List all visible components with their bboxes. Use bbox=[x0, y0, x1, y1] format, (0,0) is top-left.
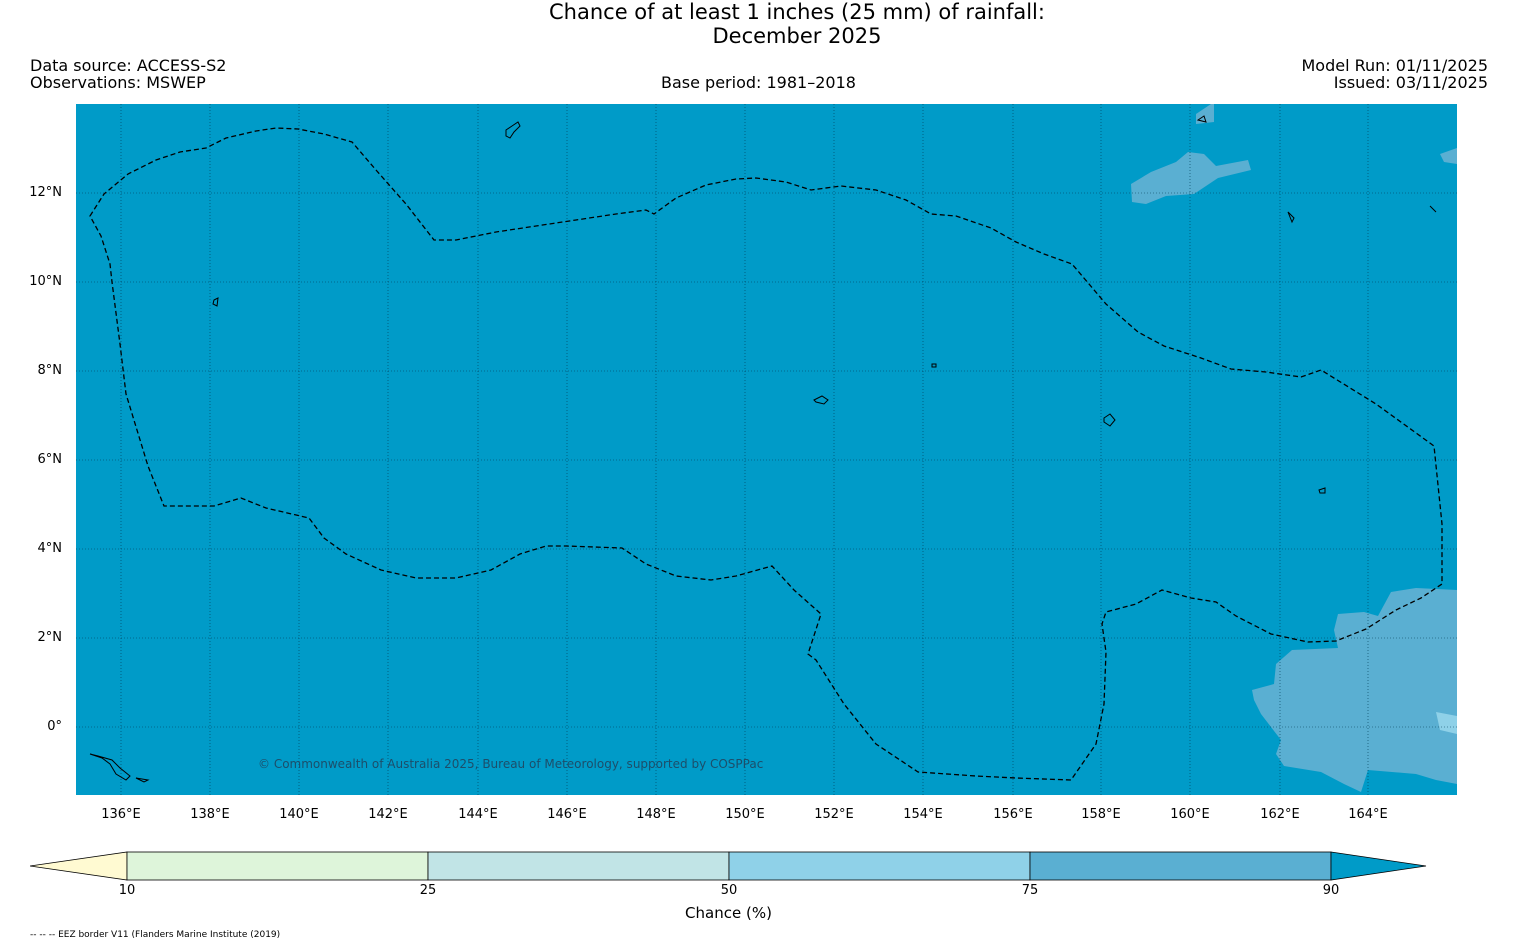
rainfall-map: © Commonwealth of Australia 2025, Bureau… bbox=[76, 104, 1457, 795]
x-tick-label: 146°E bbox=[547, 807, 587, 822]
issued-label: Issued: 03/11/2025 bbox=[1333, 73, 1488, 92]
x-tick-label: 140°E bbox=[279, 807, 319, 822]
x-tick-label: 158°E bbox=[1081, 807, 1121, 822]
x-tick-label: 162°E bbox=[1260, 807, 1300, 822]
base-period-label: Base period: 1981–2018 bbox=[661, 73, 856, 92]
colorbar-high-arrow bbox=[1330, 851, 1427, 881]
y-tick-label: 2°N bbox=[37, 630, 63, 645]
x-tick-label: 154°E bbox=[903, 807, 943, 822]
colorbar-tick-label: 75 bbox=[1021, 883, 1039, 898]
x-tick-label: 164°E bbox=[1348, 807, 1388, 822]
model-run-label: Model Run: 01/11/2025 bbox=[1301, 56, 1489, 75]
island-outline bbox=[1429, 205, 1437, 213]
colorbar bbox=[30, 851, 1427, 881]
colorbar-tick-label: 50 bbox=[720, 883, 738, 898]
island-outline bbox=[1318, 487, 1326, 494]
y-tick-label: 6°N bbox=[37, 452, 63, 467]
x-tick-label: 148°E bbox=[636, 807, 676, 822]
y-tick-label: 0° bbox=[47, 719, 62, 734]
colorbar-label: Chance (%) bbox=[685, 904, 772, 922]
lower-chance-region bbox=[1252, 588, 1457, 792]
island-outline bbox=[1196, 115, 1207, 123]
island-outline bbox=[505, 121, 521, 139]
y-tick-label: 4°N bbox=[37, 541, 63, 556]
x-tick-label: 152°E bbox=[814, 807, 854, 822]
lower-chance-region bbox=[1196, 104, 1214, 124]
island-outline bbox=[89, 753, 131, 781]
colorbar-segment bbox=[427, 851, 730, 881]
colorbar-tick-label: 25 bbox=[419, 883, 437, 898]
x-tick-label: 138°E bbox=[190, 807, 230, 822]
y-tick-label: 10°N bbox=[29, 274, 62, 289]
island-outline bbox=[212, 297, 219, 307]
y-tick-label: 8°N bbox=[37, 363, 63, 378]
lower-chance-region bbox=[1440, 148, 1457, 164]
map-gridlines bbox=[76, 104, 1457, 795]
lower-chance-region bbox=[1131, 152, 1251, 204]
colorbar-low-arrow bbox=[30, 851, 128, 881]
colorbar-tick-label: 90 bbox=[1322, 883, 1340, 898]
x-tick-label: 160°E bbox=[1170, 807, 1210, 822]
island-outline bbox=[135, 777, 150, 783]
map-title-line2: December 2025 bbox=[712, 24, 882, 48]
copyright-notice: © Commonwealth of Australia 2025, Bureau… bbox=[258, 757, 763, 771]
eez-footnote: -- -- -- EEZ border V11 (Flanders Marine… bbox=[30, 930, 281, 940]
map-title-line1: Chance of at least 1 inches (25 mm) of r… bbox=[549, 0, 1045, 24]
y-tick-label: 12°N bbox=[29, 185, 62, 200]
observations-label: Observations: MSWEP bbox=[30, 73, 206, 92]
island-outline bbox=[813, 395, 829, 405]
x-tick-label: 156°E bbox=[993, 807, 1033, 822]
island-outline bbox=[931, 363, 937, 368]
island-outline bbox=[1103, 413, 1116, 427]
eez-border bbox=[89, 127, 1443, 781]
x-tick-label: 136°E bbox=[101, 807, 141, 822]
x-tick-label: 150°E bbox=[725, 807, 765, 822]
lowest-chance-region bbox=[1436, 712, 1457, 734]
colorbar-segment bbox=[728, 851, 1031, 881]
x-tick-label: 144°E bbox=[458, 807, 498, 822]
colorbar-segment bbox=[126, 851, 429, 881]
island-outline bbox=[1287, 211, 1295, 224]
map-background bbox=[76, 104, 1457, 795]
colorbar-segment bbox=[1029, 851, 1332, 881]
x-tick-label: 142°E bbox=[368, 807, 408, 822]
colorbar-tick-label: 10 bbox=[118, 883, 136, 898]
data-source-label: Data source: ACCESS-S2 bbox=[30, 56, 227, 75]
